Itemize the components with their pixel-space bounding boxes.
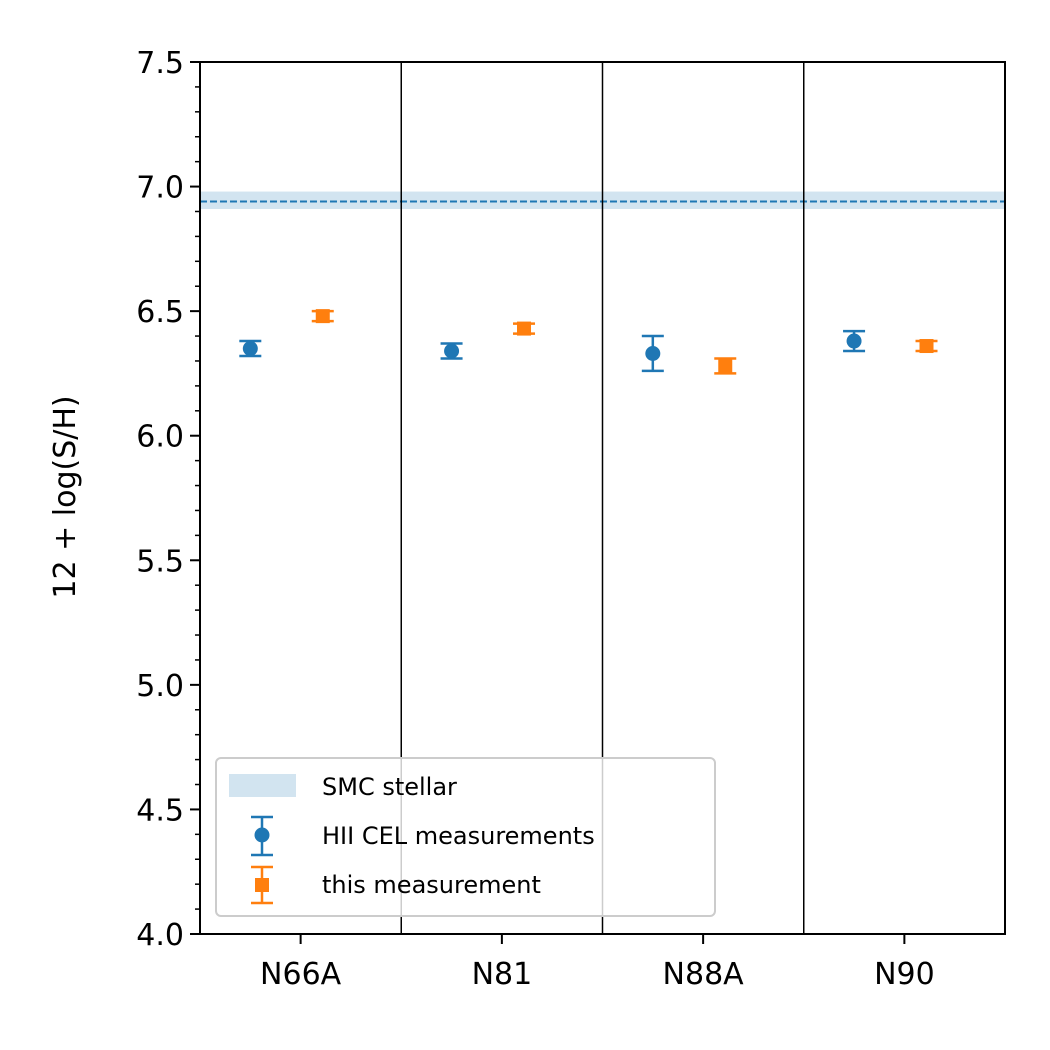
data-marker	[718, 358, 733, 373]
legend-marker-this-measurement	[251, 865, 273, 905]
data-marker	[846, 333, 862, 349]
point-this-measurement-n66a	[311, 309, 334, 324]
y-tick-label: 5.0	[136, 669, 184, 704]
axes: 4.0 4.5 5.0 5.5 6.0 6.5 7.0 7.5 N66A N81 N88A N90	[136, 46, 1006, 992]
legend-label-hii-cel: HII CEL measurements	[322, 822, 595, 850]
point-hii-cel-measurements-n81	[440, 342, 463, 360]
legend-label-this-measurement: this measurement	[322, 871, 541, 899]
point-this-measurement-n88a	[714, 357, 737, 375]
point-hii-cel-measurements-n66a	[239, 339, 262, 358]
data-marker	[242, 341, 258, 357]
x-tick-label: N88A	[663, 957, 745, 992]
y-tick-label: 4.5	[136, 793, 184, 828]
y-tick-label: 6.0	[136, 420, 184, 455]
data-marker	[444, 343, 460, 359]
y-tick-label: 4.0	[136, 918, 184, 953]
point-hii-cel-measurements-n88a	[641, 334, 664, 373]
y-tick-label: 6.5	[136, 295, 184, 330]
y-axis-label: 12 + log(S/H)	[48, 395, 83, 598]
legend-label-smc-stellar: SMC stellar	[322, 773, 457, 801]
legend-frame	[215, 757, 716, 917]
legend: SMC stellar HII CEL measurements this me…	[215, 757, 716, 917]
legend-band-swatch	[229, 774, 296, 797]
data-marker	[919, 339, 934, 354]
data-marker	[517, 321, 532, 336]
x-tick-label: N81	[472, 957, 533, 992]
plot-frame	[199, 61, 1006, 935]
data-marker	[315, 309, 330, 324]
x-tick-label: N90	[874, 957, 935, 992]
point-this-measurement-n90	[915, 339, 938, 354]
point-this-measurement-n81	[513, 321, 536, 336]
y-tick-label: 5.5	[136, 544, 184, 579]
data-marker	[645, 345, 661, 361]
y-tick-label: 7.0	[136, 171, 184, 206]
y-tick-label: 7.5	[136, 46, 184, 81]
x-tick-label: N66A	[260, 957, 342, 992]
point-hii-cel-measurements-n90	[843, 329, 866, 353]
legend-marker-hii-cel	[251, 815, 273, 857]
